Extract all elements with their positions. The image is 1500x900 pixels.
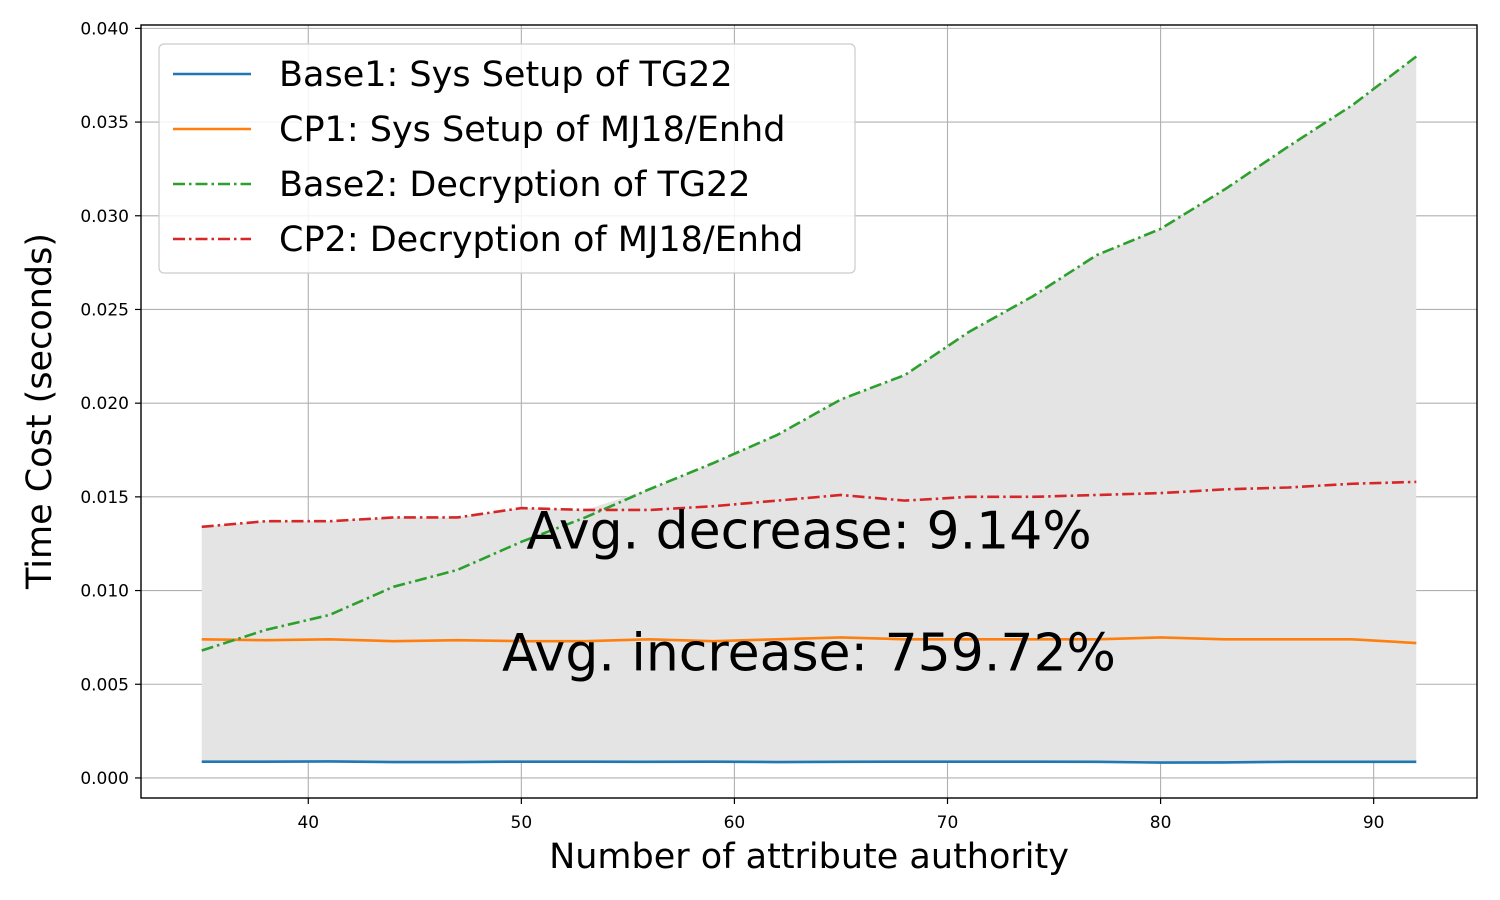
y-axis-ticks: 0.000 0.005 0.010 0.015 0.020 0.025 0.030 0.035… <box>80 19 141 789</box>
series-line-0 <box>201 760 1417 764</box>
legend-label: Base2: Decryption of TG22 <box>279 165 751 205</box>
y-tick-label: 0.040 <box>80 19 129 39</box>
y-tick-label: 0.030 <box>80 207 129 227</box>
annotations: Avg. decrease: 9.14% Avg. increase: 759.7… <box>502 502 1116 684</box>
y-tick-label: 0.015 <box>80 488 129 508</box>
x-tick-label: 90 <box>1363 813 1385 833</box>
y-tick-label: 0.025 <box>80 300 129 320</box>
legend: Base1: Sys Setup of TG22 CP1: Sys Setup o… <box>158 43 856 274</box>
y-tick-label: 0.010 <box>80 582 129 602</box>
plot-frame <box>140 24 1478 799</box>
series-lines <box>201 55 1418 764</box>
x-axis-ticks: 40 50 60 70 80 90 <box>297 798 1384 833</box>
x-tick-label: 80 <box>1150 813 1172 833</box>
x-tick-label: 60 <box>724 813 746 833</box>
series-line-2 <box>201 55 1418 652</box>
shaded-area <box>201 56 1417 763</box>
legend-label: CP2: Decryption of MJ18/Enhd <box>279 220 803 260</box>
annotation-text: Avg. decrease: 9.14% <box>526 502 1091 562</box>
x-tick-label: 40 <box>297 813 319 833</box>
x-tick-label: 50 <box>511 813 533 833</box>
series-line-1 <box>201 636 1417 645</box>
y-axis-label: Time Cost (seconds) <box>20 233 60 590</box>
y-tick-label: 0.035 <box>80 113 129 133</box>
x-axis-label: Number of attribute authority <box>549 837 1069 877</box>
series-line-3 <box>201 480 1417 529</box>
annotation-text: Avg. increase: 759.72% <box>502 624 1116 684</box>
legend-box <box>158 43 856 274</box>
y-tick-label: 0.020 <box>80 394 129 414</box>
legend-label: CP1: Sys Setup of MJ18/Enhd <box>279 110 785 150</box>
shaded-region <box>201 56 1417 763</box>
y-tick-label: 0.005 <box>80 675 129 695</box>
y-tick-label: 0.000 <box>80 769 129 789</box>
x-tick-label: 70 <box>937 813 959 833</box>
legend-label: Base1: Sys Setup of TG22 <box>279 55 733 95</box>
